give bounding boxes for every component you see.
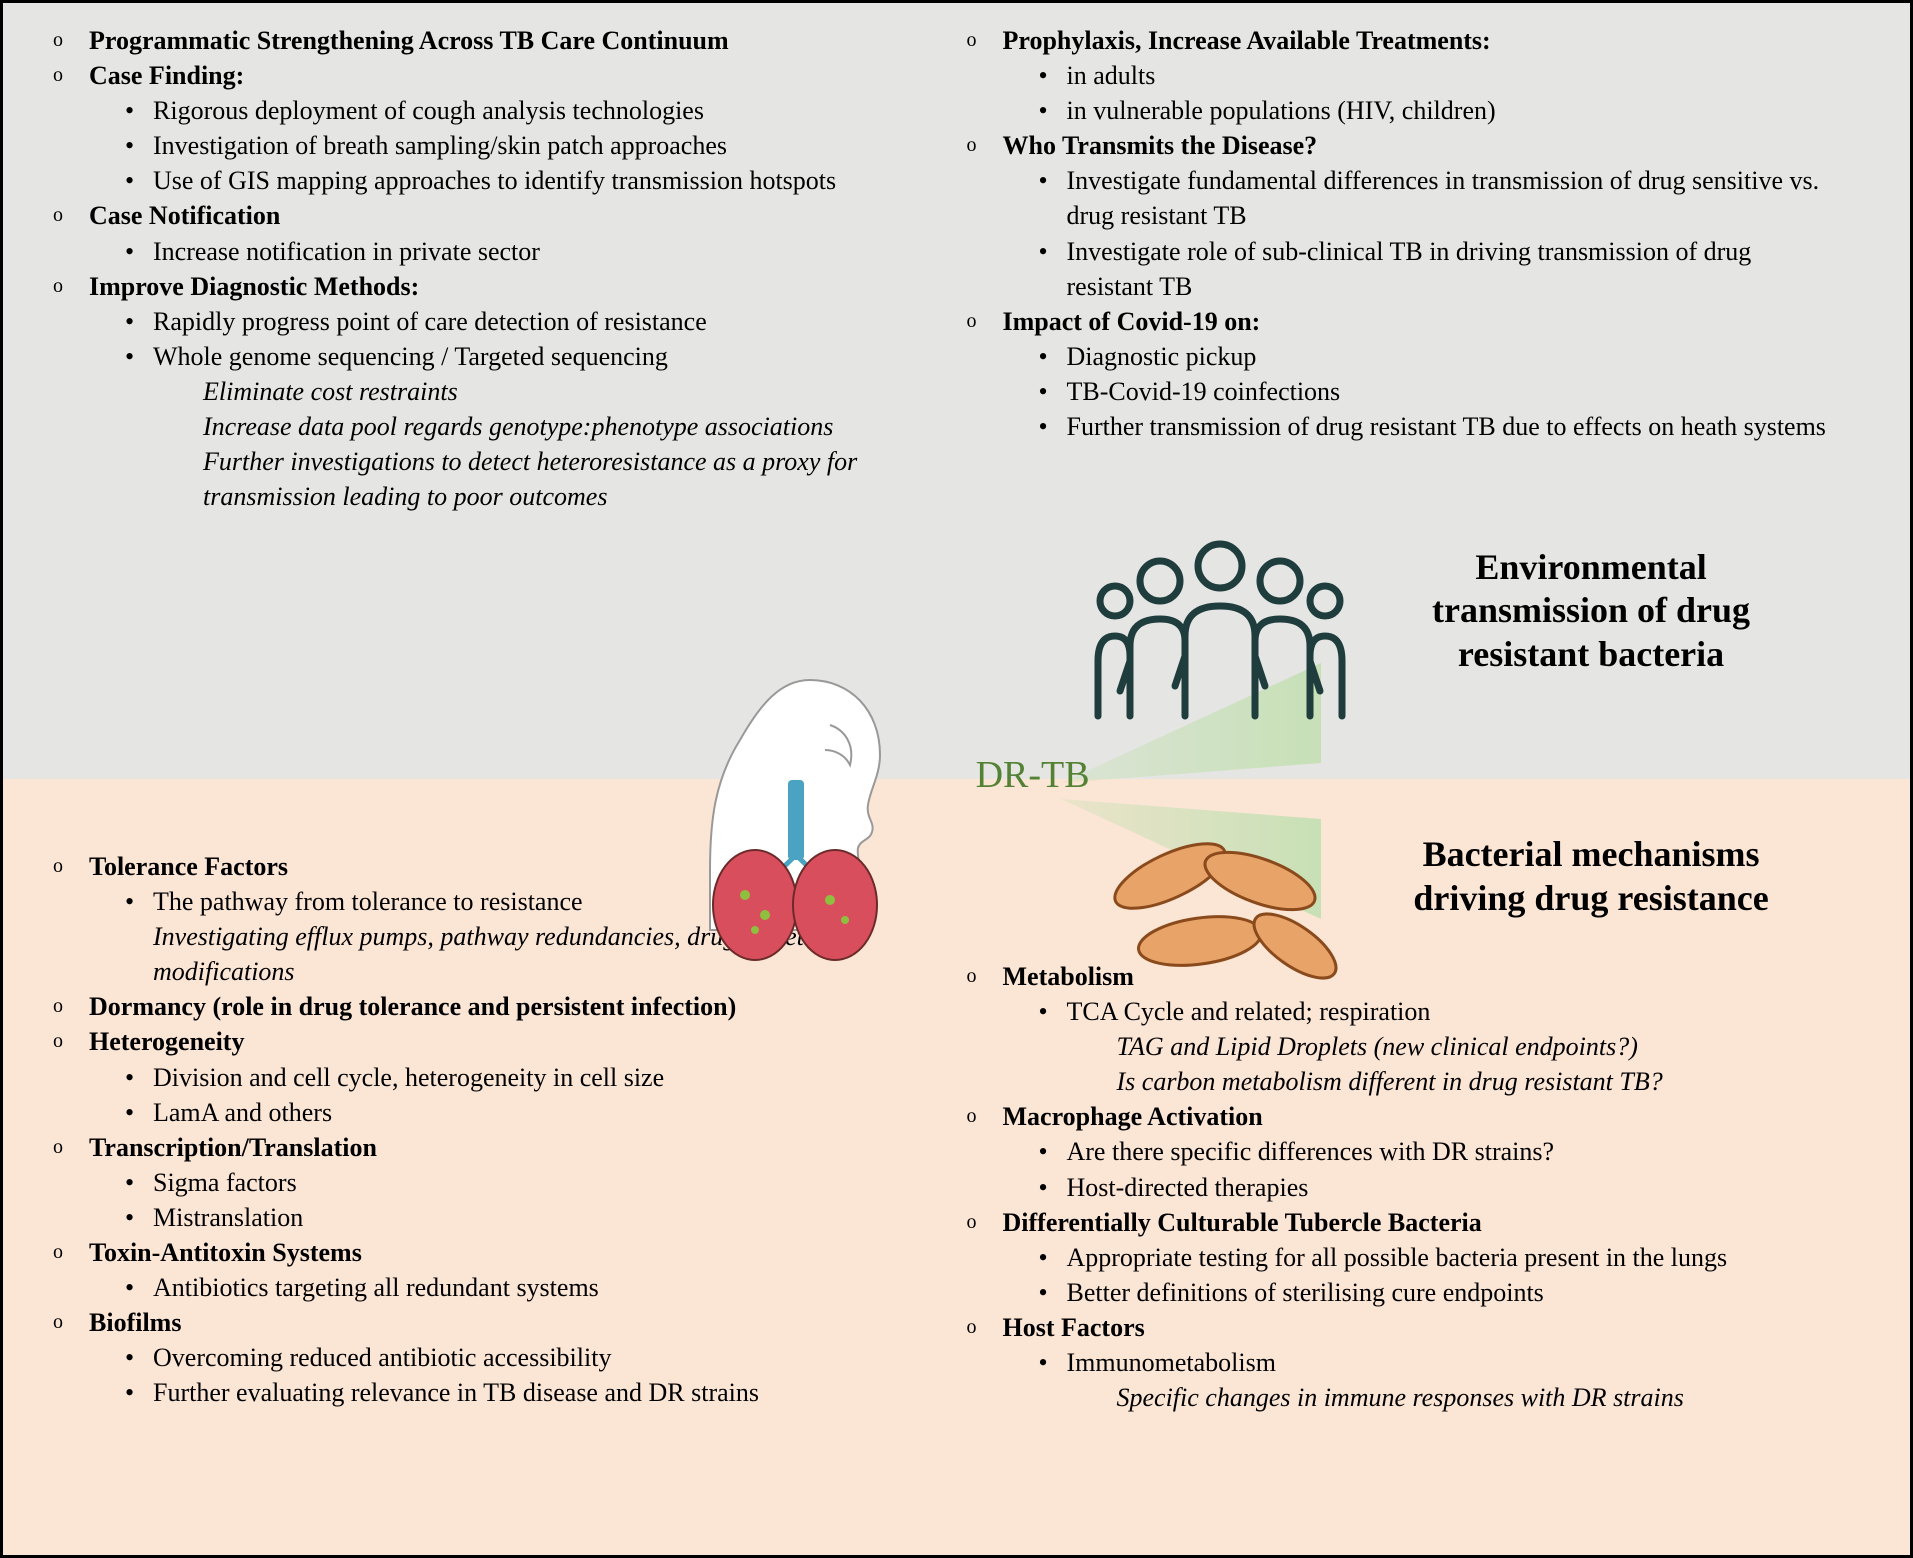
bullet: Antibiotics targeting all redundant syst… <box>153 1270 947 1305</box>
people-group-icon <box>1090 531 1350 731</box>
section-culturable: Differentially Culturable Tubercle Bacte… <box>1003 1205 1861 1240</box>
heading-env-l2: transmission of drug <box>1376 589 1806 632</box>
bullet: Further transmission of drug resistant T… <box>1067 409 1841 444</box>
section-programmatic: Programmatic Strengthening Across TB Car… <box>89 23 947 58</box>
sub-italic: Further investigations to detect heteror… <box>203 444 947 514</box>
bacteria-rods-icon <box>1090 826 1350 986</box>
bullet: Are there specific differences with DR s… <box>1067 1134 1861 1169</box>
bullet: Investigate role of sub-clinical TB in d… <box>1067 234 1841 304</box>
sub-italic: Increase data pool regards genotype:phen… <box>203 409 947 444</box>
bullet: in vulnerable populations (HIV, children… <box>1067 93 1841 128</box>
bullet: TCA Cycle and related; respiration <box>1067 994 1861 1029</box>
bullet: in adults <box>1067 58 1841 93</box>
top-left-col: Programmatic Strengthening Across TB Car… <box>43 23 957 759</box>
bullet: Increase notification in private sector <box>153 234 947 269</box>
human-lungs-icon <box>670 670 930 970</box>
section-heterogeneity: Heterogeneity <box>89 1024 947 1059</box>
dr-tb-label: DR-TB <box>976 753 1090 797</box>
section-macrophage: Macrophage Activation <box>1003 1099 1861 1134</box>
bullet: Rigorous deployment of cough analysis te… <box>153 93 947 128</box>
section-toxin: Toxin-Antitoxin Systems <box>89 1235 947 1270</box>
section-biofilms: Biofilms <box>89 1305 947 1340</box>
bullet: LamA and others <box>153 1095 947 1130</box>
bullet: TB-Covid-19 coinfections <box>1067 374 1841 409</box>
bullet: Immunometabolism <box>1067 1345 1861 1380</box>
section-host: Host Factors <box>1003 1310 1861 1345</box>
bullet: Overcoming reduced antibiotic accessibil… <box>153 1340 947 1375</box>
bullet: Further evaluating relevance in TB disea… <box>153 1375 947 1410</box>
section-covid: Impact of Covid-19 on: <box>1003 304 1841 339</box>
bullet: Investigation of breath sampling/skin pa… <box>153 128 947 163</box>
section-transmits: Who Transmits the Disease? <box>1003 128 1841 163</box>
bullet: Investigate fundamental differences in t… <box>1067 163 1841 233</box>
section-case-notification: Case Notification <box>89 198 947 233</box>
heading-bacterial: Bacterial mechanisms driving drug resist… <box>1376 833 1806 919</box>
bullet: Division and cell cycle, heterogeneity i… <box>153 1060 947 1095</box>
sub-italic: Specific changes in immune responses wit… <box>1117 1380 1861 1415</box>
section-dormancy: Dormancy (role in drug tolerance and per… <box>89 989 947 1024</box>
heading-environmental: Environmental transmission of drug resis… <box>1376 546 1806 676</box>
sub-italic: TAG and Lipid Droplets (new clinical end… <box>1117 1029 1861 1064</box>
bullet: Mistranslation <box>153 1200 947 1235</box>
bullet: Diagnostic pickup <box>1067 339 1841 374</box>
section-transcription: Transcription/Translation <box>89 1130 947 1165</box>
heading-bact-l2: driving drug resistance <box>1376 877 1806 920</box>
heading-env-l1: Environmental <box>1376 546 1806 589</box>
bullet: Host-directed therapies <box>1067 1170 1861 1205</box>
section-case-finding: Case Finding: <box>89 58 947 93</box>
bullet: Rapidly progress point of care detection… <box>153 304 947 339</box>
sub-italic: Eliminate cost restraints <box>203 374 947 409</box>
bullet: Whole genome sequencing / Targeted seque… <box>153 339 947 374</box>
section-prophylaxis: Prophylaxis, Increase Available Treatmen… <box>1003 23 1841 58</box>
bullet: Appropriate testing for all possible bac… <box>1067 1240 1861 1275</box>
heading-env-l3: resistant bacteria <box>1376 633 1806 676</box>
sub-italic: Is carbon metabolism different in drug r… <box>1117 1064 1861 1099</box>
bullet: Sigma factors <box>153 1165 947 1200</box>
section-diagnostic: Improve Diagnostic Methods: <box>89 269 947 304</box>
heading-bact-l1: Bacterial mechanisms <box>1376 833 1806 876</box>
bullet: Use of GIS mapping approaches to identif… <box>153 163 947 198</box>
bullet: Better definitions of sterilising cure e… <box>1067 1275 1861 1310</box>
